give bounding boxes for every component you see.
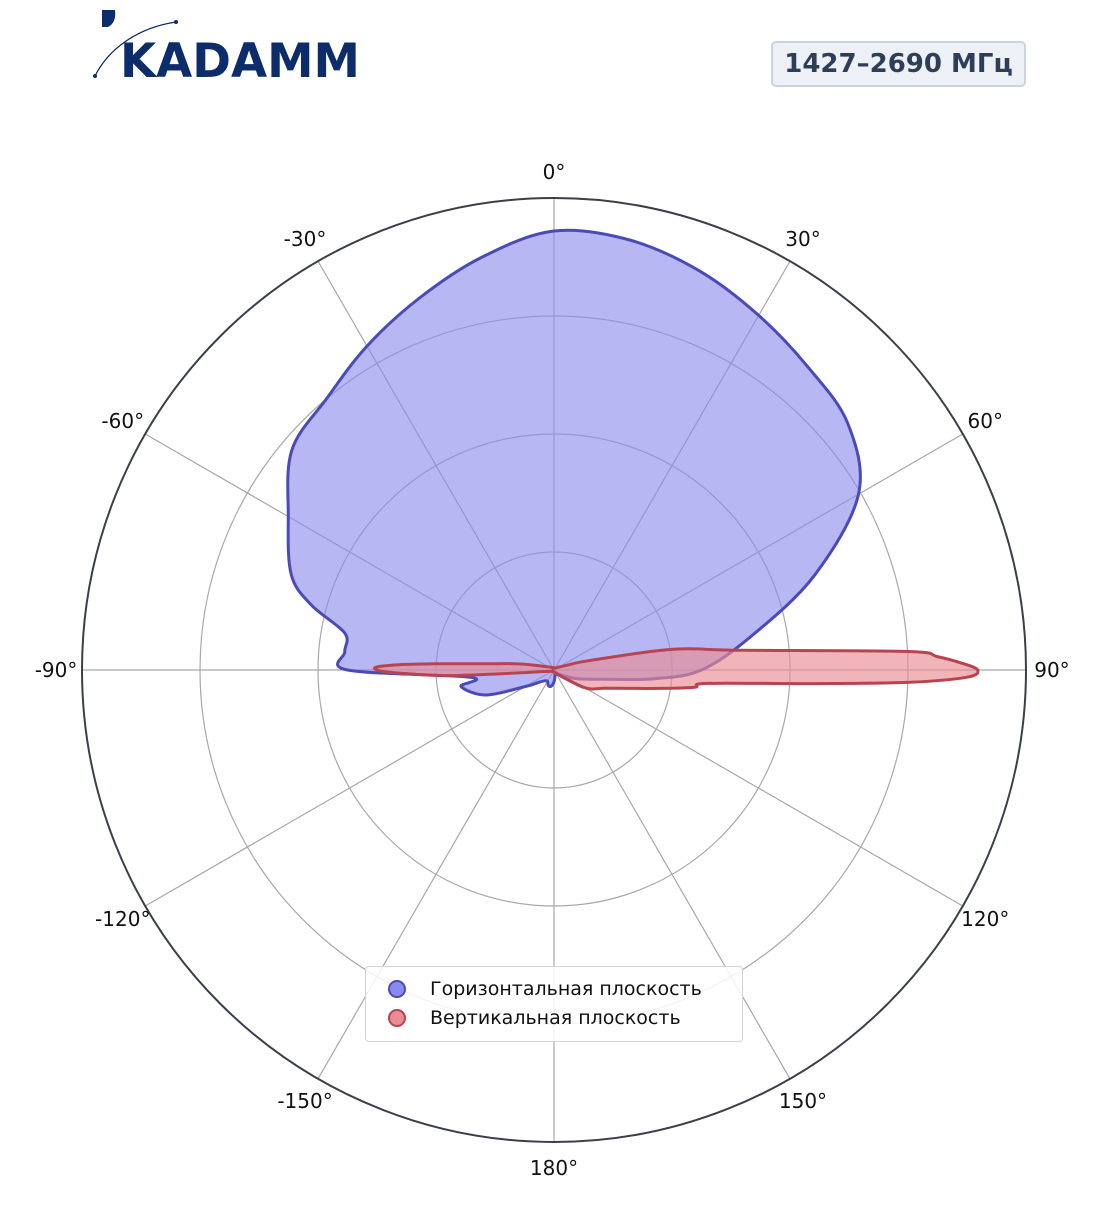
angle-tick-label: 150° <box>779 1089 827 1113</box>
angular-grid-line <box>317 669 555 1080</box>
outer-ring <box>81 197 1027 1143</box>
angle-tick-label: 90° <box>1034 658 1069 682</box>
angle-tick-label: -90° <box>35 658 78 682</box>
angle-tick-label: 0° <box>543 160 566 184</box>
angle-tick-labels: 0° 30° 60° 90° 120° 150° 180° -150° -120° -90° -60… <box>35 160 1070 1180</box>
frequency-badge: 1427–2690 МГц <box>771 41 1026 87</box>
legend-label-vertical: Вертикальная плоскость <box>430 1006 681 1029</box>
kadamm-logo: KADAMM <box>93 10 360 88</box>
angle-tick-label: 60° <box>968 409 1003 433</box>
angular-grid-line <box>553 669 964 907</box>
series-vertical-plane <box>372 647 980 691</box>
angle-tick-label: -30° <box>284 227 327 251</box>
legend-marker-horizontal <box>388 979 406 998</box>
legend-label-horizontal: Горизонтальная плоскость <box>430 977 702 1000</box>
logo-text: KADAMM <box>120 34 360 88</box>
legend-item-horizontal: Горизонтальная плоскость <box>388 974 742 1003</box>
angle-tick-label: 180° <box>530 1156 578 1180</box>
series-layer <box>286 228 980 697</box>
series-horizontal-plane <box>286 228 862 697</box>
angle-tick-label: -150° <box>277 1089 332 1113</box>
angle-tick-label: -120° <box>95 907 150 931</box>
angle-tick-label: -60° <box>101 409 144 433</box>
legend-item-vertical: Вертикальная плоскость <box>388 1003 742 1032</box>
angle-tick-label: 120° <box>961 907 1009 931</box>
angle-tick-label: 30° <box>785 227 820 251</box>
angular-grid-line <box>553 669 791 1080</box>
legend-marker-vertical <box>388 1008 406 1027</box>
logo-mark <box>93 10 178 78</box>
angular-grid-line <box>144 669 555 907</box>
legend: Горизонтальная плоскость Вертикальная пл… <box>365 966 743 1042</box>
